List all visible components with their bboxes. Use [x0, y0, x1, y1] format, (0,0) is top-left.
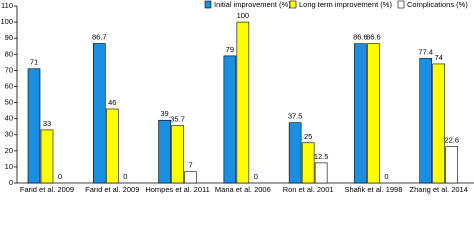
x-tick-label: Hompes et al. 2011 — [145, 185, 209, 194]
chart: 01020304050607080901001107186.7397937.58… — [0, 0, 474, 194]
data-label: 7 — [188, 161, 192, 170]
y-tick-label: 40 — [5, 114, 13, 123]
data-label: 33 — [43, 119, 51, 128]
bar — [354, 43, 367, 184]
data-label: 39 — [160, 109, 168, 118]
bar — [27, 68, 41, 184]
data-label: 35.7 — [170, 115, 185, 124]
x-tick-label: Ron et al. 2001 — [283, 185, 334, 194]
legend-swatch — [289, 0, 297, 9]
y-tick-label: 0 — [9, 178, 13, 187]
data-label: 86.6 — [353, 33, 368, 42]
y-tick-label: 20 — [5, 146, 13, 155]
y-tick-label: 110 — [1, 1, 13, 10]
legend-swatch — [204, 0, 212, 9]
data-label: 71 — [30, 58, 38, 67]
bar — [92, 43, 106, 184]
x-tick-label: Maria et al. 2006 — [215, 185, 271, 194]
legend-label: Initial improvement (%) — [214, 0, 291, 9]
y-tick-label: 100 — [0, 17, 13, 26]
bar — [158, 119, 171, 184]
data-label: 86.7 — [92, 32, 107, 41]
x-tick-label: Shafik et al. 1998 — [344, 185, 402, 194]
x-tick-label: Farid et al. 2009 — [20, 185, 74, 194]
data-label: 0 — [123, 172, 127, 181]
data-label: 74 — [435, 53, 443, 62]
bar — [314, 162, 328, 184]
data-label: 25 — [304, 132, 312, 141]
bar — [419, 58, 433, 184]
y-tick-label: 70 — [5, 65, 13, 74]
y-tick-label: 30 — [5, 130, 13, 139]
data-label: 77.4 — [418, 47, 433, 56]
legend-swatch — [397, 0, 405, 9]
y-tick-label: 10 — [5, 162, 13, 171]
bar — [301, 142, 315, 184]
data-label: 22.6 — [444, 136, 459, 145]
bar — [445, 146, 459, 184]
bar — [105, 108, 119, 184]
bar — [184, 171, 197, 184]
bar — [367, 43, 380, 184]
legend-label: Long term improvement (%) — [299, 0, 392, 9]
legend-label: Complications (%) — [407, 0, 468, 9]
bar — [223, 55, 237, 184]
x-tick-label: Zhang et al. 2014 — [410, 185, 468, 194]
data-label: 0 — [254, 172, 258, 181]
bar — [432, 63, 446, 184]
bar — [236, 21, 250, 184]
y-tick-label: 50 — [5, 98, 13, 107]
page: {"chart_data": {"type": "bar", "categori… — [0, 0, 474, 195]
y-tick-label: 60 — [5, 81, 13, 90]
data-label: 0 — [58, 172, 62, 181]
data-label: 46 — [108, 98, 116, 107]
bar — [40, 129, 54, 184]
data-label: 12.5 — [314, 152, 329, 161]
data-label: 37.5 — [288, 112, 303, 121]
data-label: 0 — [384, 172, 388, 181]
data-label: 79 — [226, 45, 234, 54]
data-label: 86.6 — [366, 33, 381, 42]
bar — [171, 125, 184, 184]
data-label: 100 — [237, 11, 250, 20]
y-tick-label: 80 — [5, 49, 13, 58]
bar — [288, 122, 302, 184]
y-tick-label: 90 — [5, 33, 13, 42]
x-tick-label: Farid et al. 2009 — [85, 185, 139, 194]
